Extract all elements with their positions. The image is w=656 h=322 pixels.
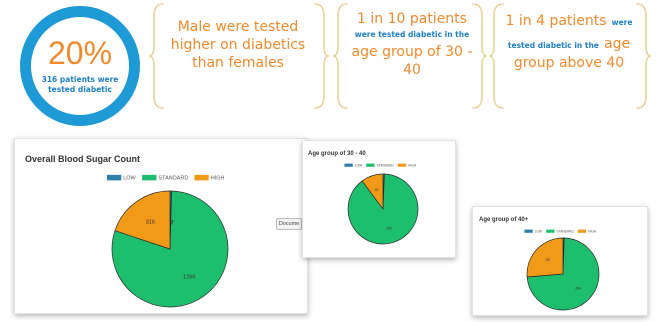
stat-group-40-plus: 1 in 4 patients were tested diabetic in …: [500, 10, 638, 72]
pie-slice-40-plus-high[interactable]: [526, 237, 564, 278]
pie-slice-overall-standard[interactable]: [111, 190, 229, 308]
annotation-overall-low: 7: [170, 221, 173, 227]
data-label-40-plus-high: 95: [546, 258, 550, 262]
data-label-overall-standard: 1266: [183, 274, 195, 280]
stat-40-middle: tested diabetic in the: [507, 40, 599, 50]
legend-swatch-low: [344, 163, 353, 167]
legend-label-low: LOW: [355, 163, 362, 167]
brace-left-2: [332, 3, 348, 109]
stat-40-tail: group above 40: [513, 54, 625, 71]
stat-30-40-headline: 1 in 10 patients: [357, 11, 467, 27]
legend-swatch-standard: [546, 229, 555, 233]
legend-label-high: HIGH: [588, 229, 597, 233]
chart-title-40-plus: Age group of 40+: [479, 217, 529, 223]
legend-swatch-low: [106, 174, 122, 181]
pie-chart-30-40: LOW STANDARD HIGH 280 32: [344, 163, 419, 245]
percent-ring: 20% 316 patients were tested diabetic: [20, 6, 140, 126]
legend-swatch-standard: [366, 163, 375, 167]
chart-panel-overall: Overall Blood Sugar Count LOW STANDARD HIG…: [14, 138, 308, 314]
legend-label-high: HIGH: [408, 163, 417, 167]
pie-slice-30-40-high[interactable]: [361, 173, 384, 211]
stat-gender: Male were tested higher on diabetics tha…: [170, 19, 306, 72]
legend-label-high: HIGH: [211, 176, 225, 182]
data-label-overall-high: 316: [146, 220, 155, 226]
ring-percent: 20%: [47, 34, 113, 71]
data-label-40-plus-standard: 264: [575, 287, 581, 291]
pie-chart-40-plus: LOW STANDARD HIGH 264 95: [524, 229, 600, 311]
brace-right-2: [472, 3, 488, 109]
legend-label-low: LOW: [123, 176, 136, 182]
legend-label-low: LOW: [535, 229, 542, 233]
stat-40-headline-blue: were: [611, 18, 633, 27]
stat-30-40-tail: age group of 30 - 40: [351, 43, 473, 79]
pie-slice-overall-high[interactable]: [114, 190, 171, 250]
legend-label-standard: STANDARD: [376, 163, 394, 167]
data-label-30-40-standard: 280: [386, 227, 392, 231]
legend-swatch-high: [194, 174, 209, 181]
legend-label-standard: STANDARD: [158, 176, 188, 182]
data-label-30-40-high: 32: [375, 188, 379, 192]
legend-swatch-low: [524, 229, 533, 233]
legend-swatch-high: [397, 163, 407, 167]
legend-label-standard: STANDARD: [556, 229, 574, 233]
chart-panel-30-40: Age group of 30 - 40 LOW STANDARD HIGH 280 3…: [302, 140, 456, 258]
brace-left-1: [148, 3, 164, 109]
brace-right-1: [314, 3, 330, 109]
stat-40-headline: 1 in 4 patients: [505, 13, 607, 29]
stat-30-40-middle: were tested diabetic in the: [354, 30, 470, 40]
ring-caption: 316 patients were tested diabetic: [41, 74, 119, 94]
chart-panel-40-plus: Age group of 40+ LOW STANDARD HIGH 264 95: [472, 206, 648, 316]
legend-swatch-standard: [142, 174, 157, 181]
chart-title-overall: Overall Blood Sugar Count: [25, 154, 141, 164]
chart-title-30-40: Age group of 30 - 40: [308, 151, 366, 157]
stat-group-30-40: 1 in 10 patients were tested diabetic in…: [344, 10, 480, 79]
document-button[interactable]: Docume: [276, 218, 302, 230]
stat-40-tail-orange: age: [604, 35, 631, 52]
brace-left-3: [488, 3, 504, 109]
pie-chart-overall: LOW STANDARD HIGH 1266 316 7: [106, 174, 229, 308]
brace-right-3: [636, 3, 652, 109]
legend-swatch-high: [577, 229, 587, 233]
